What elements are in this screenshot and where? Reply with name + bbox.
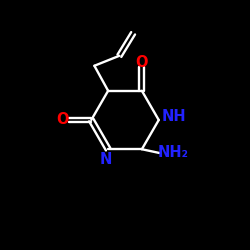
Text: O: O <box>136 54 148 70</box>
Text: NH₂: NH₂ <box>158 146 189 160</box>
Text: NH: NH <box>162 109 186 124</box>
Text: O: O <box>56 112 69 128</box>
Text: N: N <box>100 152 112 167</box>
